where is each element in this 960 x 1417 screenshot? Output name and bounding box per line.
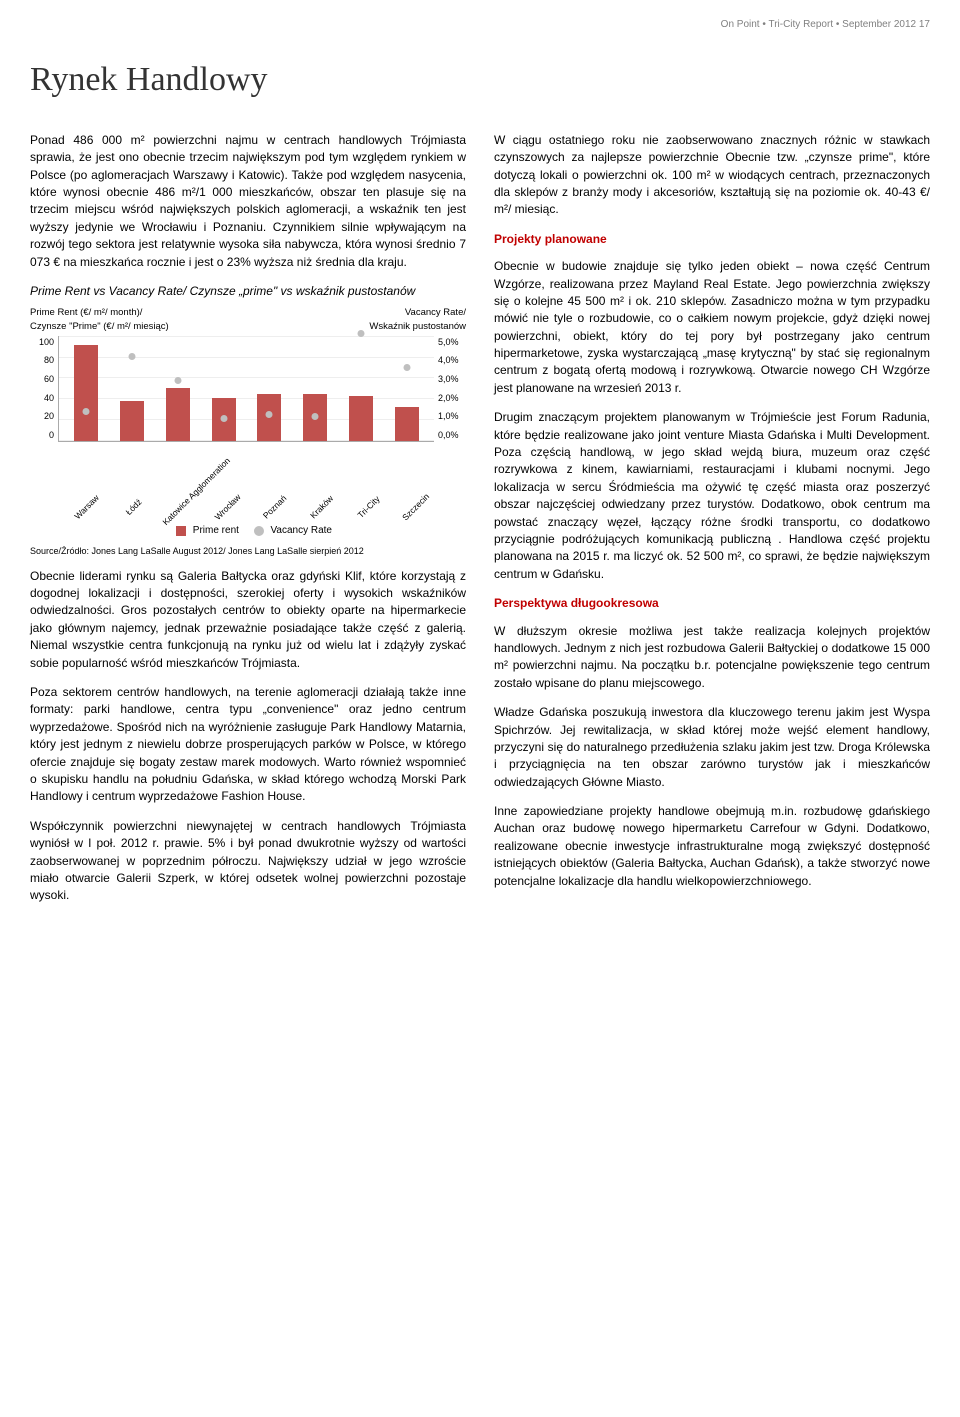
marker-vacancy: [404, 364, 411, 371]
marker-vacancy: [82, 408, 89, 415]
paragraph-other: Inne zapowiedziane projekty handlowe obe…: [494, 803, 930, 890]
bar-prime-rent: [257, 394, 281, 441]
prime-rent-vacancy-chart: Prime Rent (€/ m²/ month)/ Czynsze "Prim…: [30, 306, 466, 538]
paragraph-spichrzow: Władze Gdańska poszukują inwestora dla k…: [494, 704, 930, 791]
bar-prime-rent: [349, 396, 373, 441]
legend-swatch-prime: [176, 526, 186, 536]
chart-category: [247, 394, 293, 441]
chart-category: [63, 345, 109, 440]
x-label: Łódź: [113, 486, 155, 528]
marker-vacancy: [174, 377, 181, 384]
bar-prime-rent: [166, 388, 190, 441]
plot-area: [58, 336, 434, 442]
paragraph-other-formats: Poza sektorem centrów handlowych, na ter…: [30, 684, 466, 806]
marker-vacancy: [312, 413, 319, 420]
x-label: Tri-City: [348, 486, 390, 528]
chart-source: Source/Źródło: Jones Lang LaSalle August…: [30, 545, 466, 558]
axis-left-label: Prime Rent (€/ m²/ month)/ Czynsze "Prim…: [30, 306, 169, 334]
paragraph-leaders: Obecnie liderami rynku są Galeria Bałtyc…: [30, 568, 466, 672]
heading-planned: Projekty planowane: [494, 231, 930, 248]
axis-right-label: Vacancy Rate/ Wskaźnik pustostanów: [369, 306, 466, 334]
x-label: Warsaw: [66, 486, 108, 528]
heading-longterm: Perspektywa długookresowa: [494, 595, 930, 612]
bar-prime-rent: [74, 345, 98, 440]
paragraph-rents: W ciągu ostatniego roku nie zaobserwowan…: [494, 132, 930, 219]
page-header: On Point • Tri-City Report • September 2…: [30, 18, 930, 33]
bar-prime-rent: [120, 401, 144, 441]
x-axis-labels: WarsawŁódźKatowice AgglomerationWrocławP…: [30, 468, 466, 480]
two-column-layout: Ponad 486 000 m² powierzchni najmu w cen…: [30, 132, 930, 917]
chart-category: [109, 401, 155, 441]
marker-vacancy: [128, 353, 135, 360]
page-title: Rynek Handlowy: [30, 55, 930, 104]
chart-legend: Prime rent Vacancy Rate: [30, 524, 466, 539]
x-label: Poznań: [254, 486, 296, 528]
y-left-tick: 20: [30, 410, 54, 423]
x-label: Szczecin: [395, 486, 437, 528]
y-left-tick: 0: [30, 429, 54, 442]
chart-category: [201, 398, 247, 440]
y-axis-left: 100 80 60 40 20 0: [30, 336, 58, 466]
marker-vacancy: [220, 415, 227, 422]
chart-category: [338, 396, 384, 441]
y-left-tick: 40: [30, 392, 54, 405]
y-right-tick: 5,0%: [438, 336, 466, 349]
intro-paragraph: Ponad 486 000 m² powierzchni najmu w cen…: [30, 132, 466, 271]
y-right-tick: 4,0%: [438, 354, 466, 367]
x-label: Katowice Agglomeration: [160, 486, 202, 528]
y-left-tick: 60: [30, 373, 54, 386]
bar-prime-rent: [395, 407, 419, 441]
column-left: Ponad 486 000 m² powierzchni najmu w cen…: [30, 132, 466, 917]
marker-vacancy: [266, 411, 273, 418]
legend-label-vacancy: Vacancy Rate: [270, 525, 332, 536]
x-label: Wrocław: [207, 486, 249, 528]
chart-category: [292, 394, 338, 441]
chart-category: [155, 388, 201, 441]
y-right-tick: 3,0%: [438, 373, 466, 386]
paragraph-vacancy: Współczynnik powierzchni niewynajętej w …: [30, 818, 466, 905]
y-axis-right: 5,0% 4,0% 3,0% 2,0% 1,0% 0,0%: [434, 336, 466, 466]
paragraph-baltycka: W dłuższym okresie możliwa jest także re…: [494, 623, 930, 693]
marker-vacancy: [358, 330, 365, 337]
y-left-tick: 80: [30, 354, 54, 367]
y-right-tick: 1,0%: [438, 410, 466, 423]
column-right: W ciągu ostatniego roku nie zaobserwowan…: [494, 132, 930, 917]
y-right-tick: 0,0%: [438, 429, 466, 442]
y-left-tick: 100: [30, 336, 54, 349]
x-label: Kraków: [301, 486, 343, 528]
paragraph-radunia: Drugim znaczącym projektem planowanym w …: [494, 409, 930, 583]
chart-title: Prime Rent vs Vacancy Rate/ Czynsze „pri…: [30, 283, 466, 300]
y-right-tick: 2,0%: [438, 392, 466, 405]
chart-category: [384, 407, 430, 441]
paragraph-wzgorze: Obecnie w budowie znajduje się tylko jed…: [494, 258, 930, 397]
